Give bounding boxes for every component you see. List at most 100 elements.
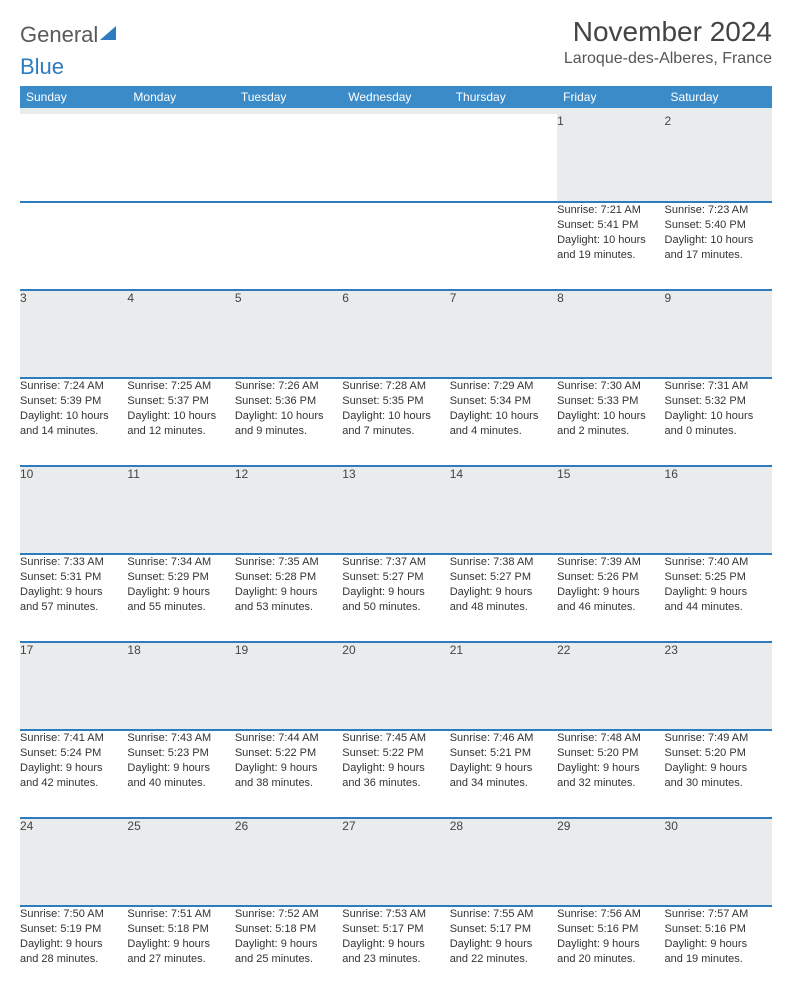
- sunrise: Sunrise: 7:35 AM: [235, 555, 342, 570]
- daynum-row: 10111213141516: [20, 466, 772, 554]
- daynum-row: 12: [20, 114, 772, 202]
- day-content-cell: Sunrise: 7:41 AMSunset: 5:24 PMDaylight:…: [20, 730, 127, 818]
- sunset: Sunset: 5:28 PM: [235, 570, 342, 585]
- day-content-cell: Sunrise: 7:28 AMSunset: 5:35 PMDaylight:…: [342, 378, 449, 466]
- sunset: Sunset: 5:40 PM: [665, 218, 772, 233]
- month-title: November 2024: [564, 16, 772, 48]
- daylight-line1: Daylight: 9 hours: [665, 937, 772, 952]
- sunrise: Sunrise: 7:33 AM: [20, 555, 127, 570]
- daylight-line1: Daylight: 9 hours: [20, 761, 127, 776]
- day-content-cell: [20, 202, 127, 290]
- daylight-line2: and 17 minutes.: [665, 248, 772, 263]
- day-number-cell: 6: [342, 290, 449, 378]
- sunrise: Sunrise: 7:23 AM: [665, 203, 772, 218]
- daylight-line1: Daylight: 10 hours: [665, 233, 772, 248]
- sunset: Sunset: 5:19 PM: [20, 922, 127, 937]
- content-row: Sunrise: 7:50 AMSunset: 5:19 PMDaylight:…: [20, 906, 772, 994]
- day-number-cell: 23: [665, 642, 772, 730]
- day-content-cell: Sunrise: 7:43 AMSunset: 5:23 PMDaylight:…: [127, 730, 234, 818]
- day-number-cell: 4: [127, 290, 234, 378]
- sunrise: Sunrise: 7:48 AM: [557, 731, 664, 746]
- sunrise: Sunrise: 7:45 AM: [342, 731, 449, 746]
- daylight-line2: and 25 minutes.: [235, 952, 342, 967]
- day-content-cell: Sunrise: 7:31 AMSunset: 5:32 PMDaylight:…: [665, 378, 772, 466]
- day-number-cell: 29: [557, 818, 664, 906]
- daylight-line1: Daylight: 9 hours: [127, 585, 234, 600]
- day-content-cell: [450, 202, 557, 290]
- daylight-line1: Daylight: 10 hours: [127, 409, 234, 424]
- daylight-line1: Daylight: 9 hours: [20, 937, 127, 952]
- day-content-cell: Sunrise: 7:29 AMSunset: 5:34 PMDaylight:…: [450, 378, 557, 466]
- day-number-cell: 22: [557, 642, 664, 730]
- sunrise: Sunrise: 7:24 AM: [20, 379, 127, 394]
- sunrise: Sunrise: 7:53 AM: [342, 907, 449, 922]
- sunset: Sunset: 5:34 PM: [450, 394, 557, 409]
- day-content-cell: Sunrise: 7:49 AMSunset: 5:20 PMDaylight:…: [665, 730, 772, 818]
- sunrise: Sunrise: 7:30 AM: [557, 379, 664, 394]
- day-content-cell: Sunrise: 7:26 AMSunset: 5:36 PMDaylight:…: [235, 378, 342, 466]
- day-number-cell: 7: [450, 290, 557, 378]
- sunrise: Sunrise: 7:51 AM: [127, 907, 234, 922]
- daylight-line1: Daylight: 9 hours: [450, 937, 557, 952]
- sunset: Sunset: 5:20 PM: [665, 746, 772, 761]
- day-number-cell: 13: [342, 466, 449, 554]
- sunset: Sunset: 5:16 PM: [557, 922, 664, 937]
- sunset: Sunset: 5:22 PM: [342, 746, 449, 761]
- day-content-cell: Sunrise: 7:57 AMSunset: 5:16 PMDaylight:…: [665, 906, 772, 994]
- daylight-line1: Daylight: 9 hours: [557, 761, 664, 776]
- sunrise: Sunrise: 7:46 AM: [450, 731, 557, 746]
- day-number-cell: 3: [20, 290, 127, 378]
- sunrise: Sunrise: 7:44 AM: [235, 731, 342, 746]
- content-row: Sunrise: 7:41 AMSunset: 5:24 PMDaylight:…: [20, 730, 772, 818]
- content-row: Sunrise: 7:21 AMSunset: 5:41 PMDaylight:…: [20, 202, 772, 290]
- sunset: Sunset: 5:33 PM: [557, 394, 664, 409]
- weekday-header: Monday: [127, 86, 234, 108]
- daylight-line2: and 14 minutes.: [20, 424, 127, 439]
- day-content-cell: Sunrise: 7:40 AMSunset: 5:25 PMDaylight:…: [665, 554, 772, 642]
- sunrise: Sunrise: 7:34 AM: [127, 555, 234, 570]
- day-number-cell: 24: [20, 818, 127, 906]
- sunrise: Sunrise: 7:39 AM: [557, 555, 664, 570]
- sunrise: Sunrise: 7:26 AM: [235, 379, 342, 394]
- day-content-cell: Sunrise: 7:55 AMSunset: 5:17 PMDaylight:…: [450, 906, 557, 994]
- daylight-line1: Daylight: 9 hours: [665, 585, 772, 600]
- daylight-line2: and 34 minutes.: [450, 776, 557, 791]
- daylight-line2: and 32 minutes.: [557, 776, 664, 791]
- daylight-line2: and 46 minutes.: [557, 600, 664, 615]
- day-number-cell: 18: [127, 642, 234, 730]
- sunset: Sunset: 5:17 PM: [342, 922, 449, 937]
- sunset: Sunset: 5:25 PM: [665, 570, 772, 585]
- sunset: Sunset: 5:41 PM: [557, 218, 664, 233]
- daylight-line1: Daylight: 9 hours: [127, 761, 234, 776]
- daylight-line2: and 12 minutes.: [127, 424, 234, 439]
- daylight-line2: and 44 minutes.: [665, 600, 772, 615]
- logo-word2: Blue: [20, 54, 772, 80]
- sunrise: Sunrise: 7:55 AM: [450, 907, 557, 922]
- day-content-cell: Sunrise: 7:25 AMSunset: 5:37 PMDaylight:…: [127, 378, 234, 466]
- daylight-line1: Daylight: 9 hours: [665, 761, 772, 776]
- daylight-line1: Daylight: 10 hours: [557, 409, 664, 424]
- daylight-line2: and 42 minutes.: [20, 776, 127, 791]
- day-content-cell: [342, 202, 449, 290]
- day-number-cell: 10: [20, 466, 127, 554]
- day-number-cell: 27: [342, 818, 449, 906]
- day-number-cell: 26: [235, 818, 342, 906]
- daylight-line1: Daylight: 10 hours: [557, 233, 664, 248]
- daylight-line1: Daylight: 9 hours: [235, 761, 342, 776]
- calendar-table: Sunday Monday Tuesday Wednesday Thursday…: [20, 86, 772, 994]
- daylight-line2: and 48 minutes.: [450, 600, 557, 615]
- day-number-cell: 16: [665, 466, 772, 554]
- day-content-cell: Sunrise: 7:35 AMSunset: 5:28 PMDaylight:…: [235, 554, 342, 642]
- sunrise: Sunrise: 7:25 AM: [127, 379, 234, 394]
- sunset: Sunset: 5:32 PM: [665, 394, 772, 409]
- sunrise: Sunrise: 7:40 AM: [665, 555, 772, 570]
- daylight-line1: Daylight: 9 hours: [235, 585, 342, 600]
- day-number-cell: 11: [127, 466, 234, 554]
- day-content-cell: Sunrise: 7:37 AMSunset: 5:27 PMDaylight:…: [342, 554, 449, 642]
- day-number-cell: 28: [450, 818, 557, 906]
- day-content-cell: Sunrise: 7:23 AMSunset: 5:40 PMDaylight:…: [665, 202, 772, 290]
- content-row: Sunrise: 7:24 AMSunset: 5:39 PMDaylight:…: [20, 378, 772, 466]
- sunset: Sunset: 5:37 PM: [127, 394, 234, 409]
- daylight-line1: Daylight: 9 hours: [557, 585, 664, 600]
- day-number-cell: 8: [557, 290, 664, 378]
